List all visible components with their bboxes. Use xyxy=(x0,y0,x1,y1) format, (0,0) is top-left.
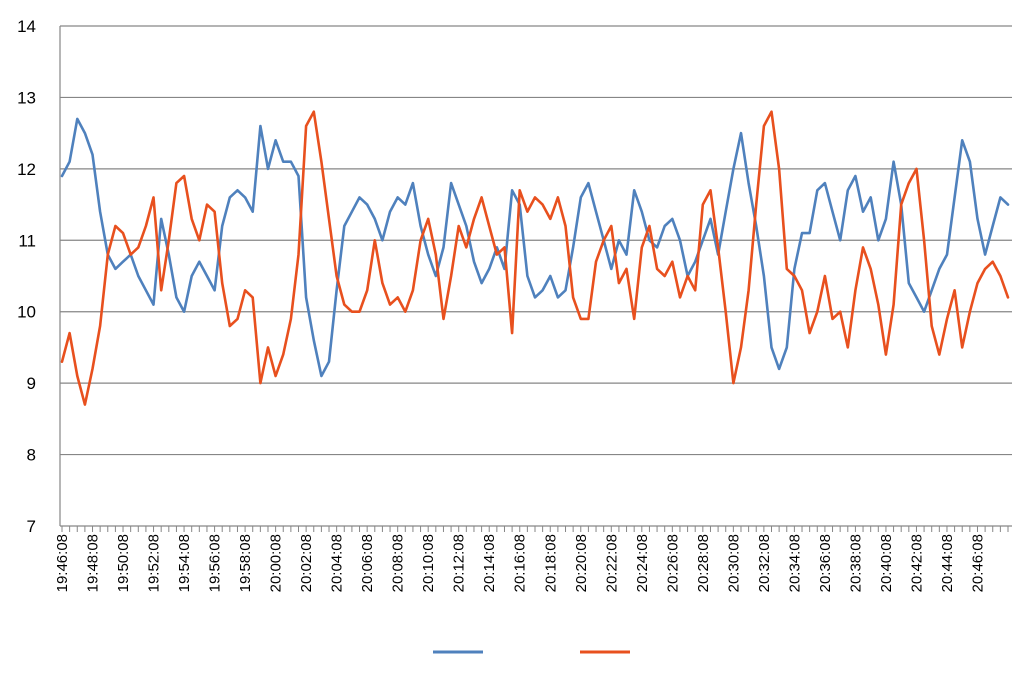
x-tick-label: 20:40:08 xyxy=(878,534,895,592)
y-tick-label: 11 xyxy=(18,231,36,250)
x-tick-label: 20:20:08 xyxy=(573,534,590,592)
x-tick-label: 20:04:08 xyxy=(329,534,346,592)
x-tick-label: 20:02:08 xyxy=(298,534,315,592)
x-tick-label: 20:18:08 xyxy=(542,534,559,592)
x-tick-label: 20:28:08 xyxy=(695,534,712,592)
x-tick-label: 20:36:08 xyxy=(817,534,834,592)
x-tick-label: 20:08:08 xyxy=(390,534,407,592)
x-tick-label: 20:12:08 xyxy=(451,534,468,592)
axes xyxy=(59,26,1012,532)
x-tick-label: 19:52:08 xyxy=(146,534,163,592)
x-tick-label: 19:56:08 xyxy=(207,534,224,592)
x-tick-label: 20:44:08 xyxy=(939,534,956,592)
gridlines xyxy=(60,25,1012,456)
y-tick-label: 13 xyxy=(17,88,36,107)
y-tick-label: 10 xyxy=(17,303,36,322)
series-line-2 xyxy=(60,110,1010,406)
x-tick-labels: 19:46:08 19:48:08 19:50:08 19:52:08 19:54:08… xyxy=(54,534,986,592)
x-tick-label: 19:50:08 xyxy=(115,534,132,592)
x-tick-label: 19:58:08 xyxy=(237,534,254,592)
x-tick-label: 20:24:08 xyxy=(634,534,651,592)
y-tick-labels: 7 8 9 10 11 12 13 14 xyxy=(17,17,36,536)
y-tick-label: 7 xyxy=(27,517,36,536)
x-tick-label: 19:54:08 xyxy=(176,534,193,592)
y-tick-label: 12 xyxy=(17,160,36,179)
x-tick-label: 20:16:08 xyxy=(512,534,529,592)
x-tick-label: 20:22:08 xyxy=(603,534,620,592)
x-tick-label: 20:26:08 xyxy=(664,534,681,592)
y-tick-label: 14 xyxy=(17,17,36,36)
x-tick-label: 20:32:08 xyxy=(756,534,773,592)
series-line-1 xyxy=(60,117,1010,378)
y-tick-label: 9 xyxy=(27,374,36,393)
x-tick-label: 19:46:08 xyxy=(54,534,71,592)
y-tick-label: 8 xyxy=(27,446,36,465)
x-tick-label: 20:06:08 xyxy=(359,534,376,592)
x-tick-label: 20:30:08 xyxy=(725,534,742,592)
x-tick-label: 19:48:08 xyxy=(85,534,102,592)
series-lines xyxy=(60,110,1010,406)
x-tick-label: 20:10:08 xyxy=(420,534,437,592)
x-tick-label: 20:14:08 xyxy=(481,534,498,592)
x-tick-label: 20:34:08 xyxy=(786,534,803,592)
x-tick-label: 20:42:08 xyxy=(908,534,925,592)
x-tick-label: 20:00:08 xyxy=(268,534,285,592)
x-tick-label: 20:46:08 xyxy=(969,534,986,592)
x-tick-label: 20:38:08 xyxy=(847,534,864,592)
